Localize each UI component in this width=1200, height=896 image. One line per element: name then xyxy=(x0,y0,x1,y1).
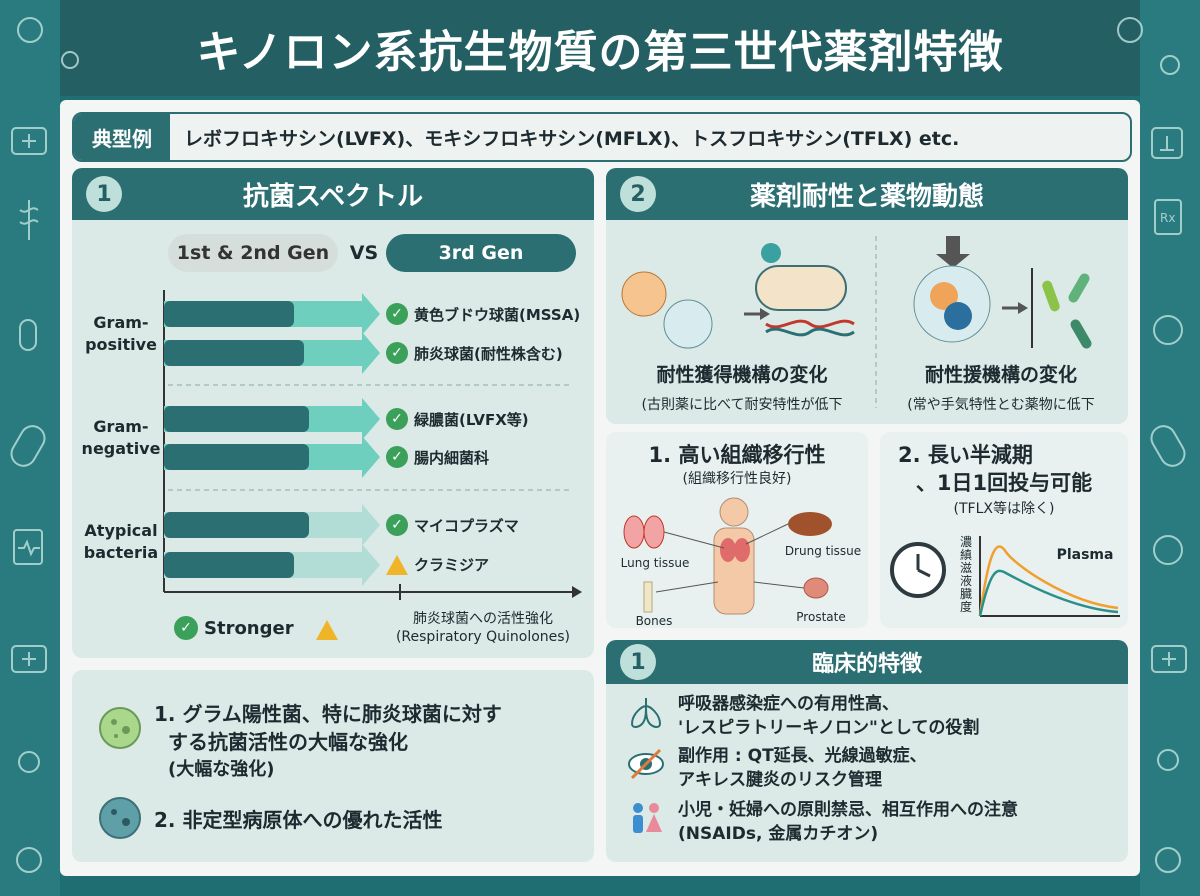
lungs-icon xyxy=(630,698,662,728)
resistance-diagram xyxy=(621,236,1092,408)
check-icon: ✓ xyxy=(386,446,408,468)
resistance-panel: 薬剤耐性と薬物動態 2 耐性獲得機構の変化 (古則薬に比べて耐安特性が低下 耐性… xyxy=(606,168,1128,424)
organism-item: ✓ 肺炎球菌(耐性株含む) xyxy=(386,342,563,364)
typical-examples-bar: 典型例 レボフロキサシン(LVFX)、モキシフロキサシン(MFLX)、トスフロキ… xyxy=(72,112,1132,162)
summary-panel: 1. グラム陽性菌、特に肺炎球菌に対す する抗菌活性の大幅な強化 (大幅な強化)… xyxy=(72,670,594,862)
check-icon: ✓ xyxy=(386,408,408,430)
spectrum-panel: 抗菌スペクトル 1 1st & 2nd Gen VS 3rd Gen xyxy=(72,168,594,658)
clock-icon xyxy=(890,542,946,598)
svg-text:Rx: Rx xyxy=(1160,211,1175,225)
warning-icon xyxy=(386,554,408,575)
group-label-gram-positive: Gram-positive xyxy=(85,313,157,354)
label-drug-tissue: Drung tissue xyxy=(784,544,862,558)
gen-old-pill: 1st & 2nd Gen xyxy=(168,234,338,272)
label-bones: Bones xyxy=(635,614,673,628)
gram-positive-bars xyxy=(164,293,380,374)
organism-item: ✓ 緑膿菌(LVFX等) xyxy=(386,408,529,430)
resistance-left-title: 耐性獲得機構の変化 xyxy=(656,364,828,386)
clinical-row: 小児・妊婦への原則禁忌、相互作用への注意 (NSAIDs, 金属カチオン) xyxy=(626,798,1018,846)
bacteria-icon xyxy=(99,707,141,749)
axis-note: 肺炎球菌への活性強化 (Respiratory Quinolones) xyxy=(395,611,571,645)
summary-point-2: 2. 非定型病原体への優れた活性 xyxy=(154,808,443,832)
summary-point-1: 1. グラム陽性菌、特に肺炎球菌に対す する抗菌活性の大幅な強化 (大幅な強化) xyxy=(154,702,502,780)
resistance-heading: 薬剤耐性と薬物動態 xyxy=(749,181,984,212)
gen-new-pill: 3rd Gen xyxy=(386,234,576,272)
legend-warning-icon xyxy=(316,620,338,640)
concentration-curve xyxy=(978,536,1120,617)
page-title: キノロン系抗生物質の第三世代薬剤特徴 xyxy=(196,27,1004,78)
virus-icon xyxy=(99,797,141,839)
concentration-axis-label: 濃縝滋液臓度 xyxy=(960,535,973,614)
label-prostate: Prostate xyxy=(796,610,846,624)
halflife-subtitle: (TFLX等は除く) xyxy=(953,501,1055,517)
check-icon: ✓ xyxy=(386,342,408,364)
gram-negative-bars xyxy=(164,398,380,478)
eye-icon xyxy=(628,748,664,780)
resistance-right-note: (常や手気特性とむ薬物に低下 xyxy=(907,397,1095,413)
section-number-badge: 2 xyxy=(620,176,656,212)
halflife-title-1: 2. 長い半減期 xyxy=(898,443,1033,467)
label-lung-tissue: Lung tissue xyxy=(620,556,690,570)
clinical-row: 副作用 : QT延長、光線過敏症、 アキレス腱炎のリスク管理 xyxy=(626,744,927,792)
check-icon: ✓ xyxy=(174,616,198,640)
examples-tag: 典型例 xyxy=(74,114,170,160)
examples-text: レボフロキサシン(LVFX)、モキシフロキサシン(MFLX)、トスフロキサシン(… xyxy=(184,127,960,150)
halflife-box: 2. 長い半減期 、1日1回投与可能 (TFLX等は除く) 濃縝滋液臓度 Pla… xyxy=(880,432,1128,628)
people-icon xyxy=(633,803,662,833)
clinical-header: 臨床的特徴 xyxy=(606,640,1128,684)
check-icon: ✓ xyxy=(386,514,408,536)
vs-label: VS xyxy=(349,242,379,264)
resistance-left-note: (古則薬に比べて耐安特性が低下 xyxy=(641,397,843,413)
tissue-box: 1. 高い組織移行性 (組織移行性良好) Lung tissue Drung t… xyxy=(606,432,868,628)
atypical-bars xyxy=(164,504,380,586)
section-number-badge: 1 xyxy=(620,644,656,680)
organism-item: ✓ 腸内細菌科 xyxy=(386,446,489,468)
plasma-label: Plasma xyxy=(1056,547,1114,563)
spectrum-heading: 抗菌スペクトル xyxy=(242,181,424,212)
body-diagram xyxy=(623,497,832,615)
clinical-row: 呼吸器感染症への有用性高、 'レスピラトリーキノロン"としての役割 xyxy=(626,692,979,740)
clinical-panel: 臨床的特徴 1 呼吸器感染症への有用性高、 'レスピラトリーキノロン"としての役割… xyxy=(606,640,1128,862)
organism-item: ✓ 黄色ブドウ球菌(MSSA) xyxy=(386,303,580,325)
resistance-header: 薬剤耐性と薬物動態 xyxy=(606,168,1128,220)
group-label-gram-negative: Gram-negative xyxy=(81,417,161,458)
organism-item: ✓ マイコプラズマ xyxy=(386,514,519,536)
organism-item: クラミジア xyxy=(386,554,489,575)
check-icon: ✓ xyxy=(386,303,408,325)
spectrum-chart xyxy=(163,290,582,600)
tissue-title: 1. 高い組織移行性 xyxy=(648,443,826,467)
tissue-subtitle: (組織移行性良好) xyxy=(682,471,792,487)
resistance-right-title: 耐性援機構の変化 xyxy=(924,364,1077,386)
spectrum-header: 抗菌スペクトル xyxy=(72,168,594,220)
section-number-badge: 1 xyxy=(86,176,122,212)
halflife-title-2: 、1日1回投与可能 xyxy=(915,471,1093,495)
group-label-atypical: Atypical bacteria xyxy=(83,521,159,562)
legend-stronger: ✓ Stronger xyxy=(174,616,294,640)
clinical-heading: 臨床的特徴 xyxy=(811,652,922,677)
